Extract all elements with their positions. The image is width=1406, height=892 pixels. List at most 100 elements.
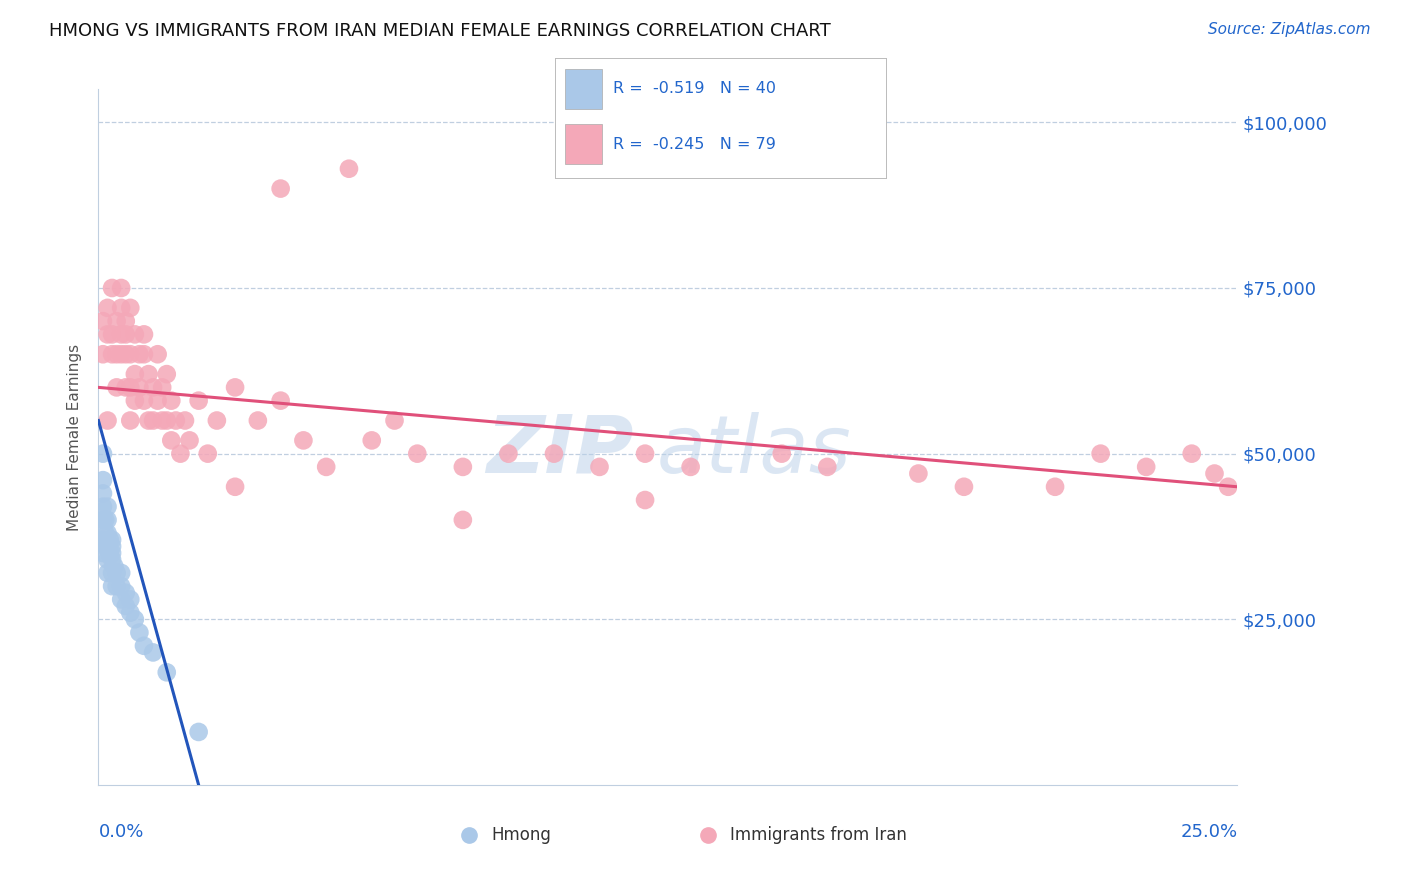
Point: [142, 645, 165, 659]
Point: [124, 367, 146, 381]
Point: [91, 314, 114, 328]
Point: [101, 552, 124, 566]
Point: [146, 393, 169, 408]
Point: [132, 393, 155, 408]
Point: [101, 281, 124, 295]
Point: [98, 546, 121, 560]
Point: [124, 612, 146, 626]
Point: [110, 327, 132, 342]
Text: R =  -0.245   N = 79: R = -0.245 N = 79: [613, 136, 776, 152]
Point: [105, 579, 128, 593]
Point: [91, 486, 114, 500]
Point: [91, 447, 114, 461]
Point: [156, 665, 179, 680]
Text: Source: ZipAtlas.com: Source: ZipAtlas.com: [1208, 22, 1371, 37]
Text: R =  -0.519   N = 40: R = -0.519 N = 40: [613, 81, 776, 96]
Point: [138, 413, 160, 427]
Point: [91, 500, 114, 514]
Point: [953, 480, 976, 494]
Point: [132, 639, 155, 653]
Point: [105, 380, 128, 394]
Point: [94, 513, 117, 527]
Point: [1090, 447, 1112, 461]
Point: [114, 586, 136, 600]
Point: [101, 540, 124, 554]
Point: [770, 447, 793, 461]
Point: [120, 592, 142, 607]
Point: [815, 459, 838, 474]
Point: [101, 347, 124, 361]
Text: atlas: atlas: [657, 412, 851, 490]
Text: Hmong: Hmong: [491, 826, 551, 844]
Point: [138, 367, 160, 381]
Point: [120, 347, 142, 361]
Point: [110, 579, 132, 593]
Point: [105, 314, 128, 328]
Point: [132, 347, 155, 361]
Text: Immigrants from Iran: Immigrants from Iran: [731, 826, 907, 844]
Point: [114, 599, 136, 613]
Point: [132, 327, 155, 342]
Point: [101, 327, 124, 342]
Bar: [565, 69, 602, 109]
Point: [150, 413, 173, 427]
Point: [451, 459, 474, 474]
Point: [406, 447, 429, 461]
Point: [224, 480, 246, 494]
Point: [91, 546, 114, 560]
Point: [360, 434, 382, 448]
Point: [96, 566, 118, 580]
Point: [142, 413, 165, 427]
Point: [187, 393, 209, 408]
Point: [179, 434, 201, 448]
Point: [91, 533, 114, 547]
Point: [187, 725, 209, 739]
Point: [110, 566, 132, 580]
Point: [156, 367, 179, 381]
Point: [101, 579, 124, 593]
Point: [120, 606, 142, 620]
Point: [110, 301, 132, 315]
Point: [110, 281, 132, 295]
Point: [165, 413, 187, 427]
Point: [128, 625, 150, 640]
Point: [337, 161, 360, 176]
Text: ZIP: ZIP: [486, 412, 634, 490]
Point: [146, 347, 169, 361]
Text: HMONG VS IMMIGRANTS FROM IRAN MEDIAN FEMALE EARNINGS CORRELATION CHART: HMONG VS IMMIGRANTS FROM IRAN MEDIAN FEM…: [49, 22, 831, 40]
Point: [174, 413, 197, 427]
Point: [451, 513, 474, 527]
Text: 0.0%: 0.0%: [98, 823, 143, 841]
Point: [128, 347, 150, 361]
Point: [634, 447, 657, 461]
Point: [128, 380, 150, 394]
Point: [91, 347, 114, 361]
Point: [205, 413, 228, 427]
Point: [96, 413, 118, 427]
Point: [91, 513, 114, 527]
Bar: [565, 124, 602, 164]
Point: [1218, 480, 1240, 494]
Point: [103, 559, 125, 574]
Point: [124, 327, 146, 342]
Point: [270, 393, 292, 408]
Point: [543, 447, 565, 461]
Point: [101, 566, 124, 580]
Point: [114, 347, 136, 361]
Point: [224, 380, 246, 394]
Point: [96, 540, 118, 554]
Point: [114, 380, 136, 394]
Point: [142, 380, 165, 394]
Text: 25.0%: 25.0%: [1180, 823, 1237, 841]
Y-axis label: Median Female Earnings: Median Female Earnings: [67, 343, 83, 531]
Point: [124, 393, 146, 408]
Point: [292, 434, 315, 448]
Point: [91, 473, 114, 487]
Point: [120, 380, 142, 394]
Point: [156, 413, 179, 427]
Point: [101, 546, 124, 560]
Point: [96, 513, 118, 527]
Point: [96, 526, 118, 541]
Point: [94, 526, 117, 541]
Point: [114, 327, 136, 342]
